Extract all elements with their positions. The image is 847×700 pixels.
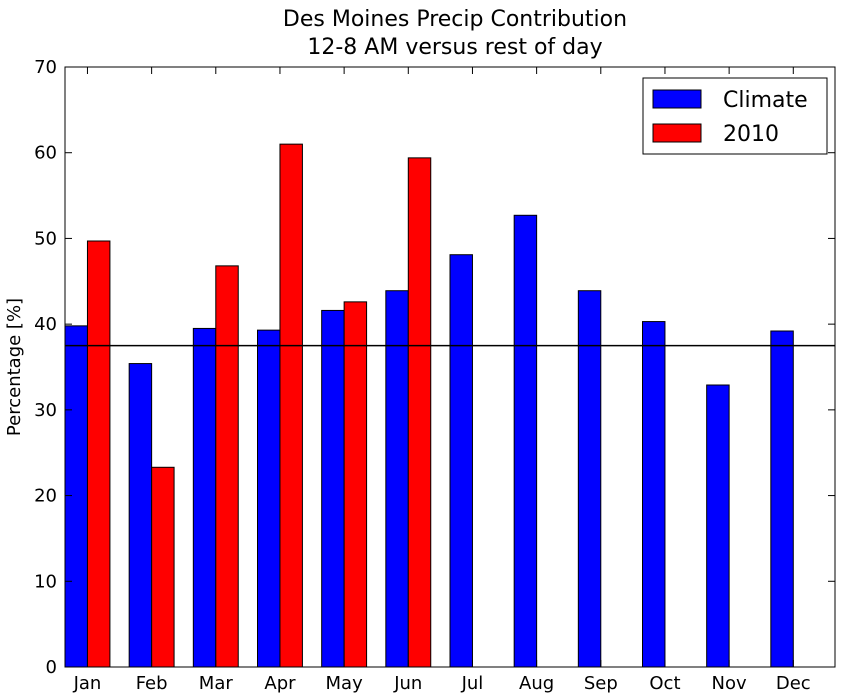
bar-2010-jan [86, 240, 111, 668]
bar-climate-apr [257, 329, 281, 668]
x-tick-label: Oct [649, 673, 680, 694]
bar-climate-jul [449, 254, 473, 668]
legend-label-climate: Climate [723, 88, 808, 113]
bar-climate-sep [577, 290, 602, 668]
x-tick-label: Mar [199, 673, 234, 694]
legend-label-2010: 2010 [723, 122, 779, 147]
bar-2010-may [343, 301, 368, 668]
bar-climate-mar [192, 327, 217, 668]
bar-climate-may [321, 309, 345, 668]
y-tick-label: 60 [34, 143, 57, 164]
y-tick-label: 20 [34, 486, 57, 507]
legend-swatch-climate [652, 89, 702, 109]
chart-title: Des Moines Precip Contribution [283, 7, 627, 32]
bar-climate-oct [642, 321, 666, 668]
x-tick-label: May [326, 673, 364, 694]
y-tick-label: 40 [34, 314, 57, 335]
chart-subtitle: 12-8 AM versus rest of day [307, 35, 602, 60]
x-tick-label: Sep [584, 673, 618, 694]
legend: Climate 2010 [642, 77, 828, 155]
bar-climate-feb [128, 363, 153, 668]
bars-layer [64, 143, 794, 668]
bar-2010-feb [151, 466, 175, 668]
bar-climate-aug [513, 214, 538, 668]
bar-2010-mar [215, 265, 239, 668]
x-tick-label: Nov [712, 673, 747, 694]
bar-climate-nov [706, 384, 730, 668]
x-tick-label: Aug [519, 673, 554, 694]
y-axis-label: Percentage [%] [4, 298, 25, 436]
bar-climate-dec [770, 330, 794, 668]
y-tick-label: 0 [46, 657, 57, 678]
bar-climate-jan [64, 325, 88, 668]
legend-swatch-2010 [652, 123, 702, 143]
bar-2010-jun [407, 157, 432, 668]
bar-2010-apr [279, 143, 303, 668]
y-tick-label: 70 [34, 57, 57, 78]
x-tick-label: Feb [136, 673, 168, 694]
bar-climate-jun [385, 290, 409, 668]
x-tick-label: Apr [264, 673, 296, 694]
y-tick-label: 30 [34, 400, 57, 421]
plot-frame [64, 66, 836, 668]
x-tick-label: Jul [461, 673, 484, 694]
x-tick-label: Jan [73, 673, 102, 694]
y-tick-label: 50 [34, 228, 57, 249]
axes-layer: 0 10 20 30 40 50 60 70 Jan Feb Mar Apr May Jun Jul Aug S… [34, 57, 836, 694]
y-tick-label: 10 [34, 571, 57, 592]
x-tick-label: Jun [393, 673, 422, 694]
x-tick-label: Dec [776, 673, 811, 694]
